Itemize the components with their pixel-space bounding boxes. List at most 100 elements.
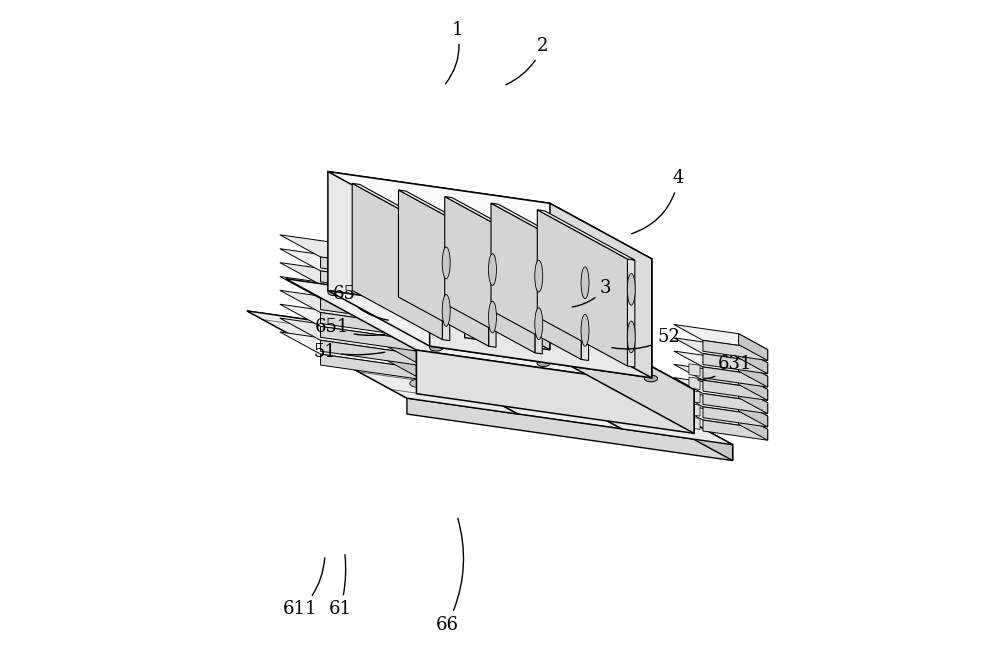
Polygon shape xyxy=(526,375,559,408)
Polygon shape xyxy=(428,330,461,363)
Ellipse shape xyxy=(428,326,461,339)
Polygon shape xyxy=(382,263,422,296)
Ellipse shape xyxy=(644,375,658,382)
Polygon shape xyxy=(382,319,422,352)
Ellipse shape xyxy=(323,332,339,340)
Ellipse shape xyxy=(410,379,426,387)
Polygon shape xyxy=(486,338,520,371)
Polygon shape xyxy=(416,352,431,364)
Polygon shape xyxy=(674,391,768,416)
Ellipse shape xyxy=(581,315,589,346)
Polygon shape xyxy=(280,249,422,286)
Polygon shape xyxy=(447,300,483,313)
Ellipse shape xyxy=(442,247,450,279)
Polygon shape xyxy=(689,390,700,403)
Polygon shape xyxy=(328,172,652,259)
Polygon shape xyxy=(689,404,700,416)
Polygon shape xyxy=(409,327,442,360)
Polygon shape xyxy=(703,420,768,440)
Polygon shape xyxy=(674,338,768,363)
Ellipse shape xyxy=(537,360,550,366)
Text: 65: 65 xyxy=(333,285,388,320)
Polygon shape xyxy=(489,239,496,347)
Polygon shape xyxy=(321,313,422,338)
Ellipse shape xyxy=(535,260,543,292)
Polygon shape xyxy=(445,196,542,247)
Polygon shape xyxy=(247,311,518,414)
Polygon shape xyxy=(382,249,422,282)
Ellipse shape xyxy=(435,304,448,311)
Polygon shape xyxy=(416,338,431,350)
Ellipse shape xyxy=(627,274,635,305)
Polygon shape xyxy=(545,379,579,411)
Ellipse shape xyxy=(545,375,579,387)
Polygon shape xyxy=(674,364,768,389)
Polygon shape xyxy=(532,313,550,350)
Ellipse shape xyxy=(581,267,589,299)
Ellipse shape xyxy=(430,344,443,351)
Polygon shape xyxy=(537,210,627,366)
Polygon shape xyxy=(531,319,550,350)
Polygon shape xyxy=(514,310,550,322)
Polygon shape xyxy=(280,318,422,355)
Polygon shape xyxy=(565,381,598,414)
Polygon shape xyxy=(739,387,768,414)
Polygon shape xyxy=(407,398,733,461)
Polygon shape xyxy=(674,404,768,430)
Polygon shape xyxy=(466,303,483,340)
Ellipse shape xyxy=(543,320,556,327)
Polygon shape xyxy=(382,332,422,366)
Polygon shape xyxy=(739,400,768,427)
Polygon shape xyxy=(674,377,768,403)
Polygon shape xyxy=(703,380,768,401)
Ellipse shape xyxy=(366,356,383,364)
Ellipse shape xyxy=(487,366,520,379)
Ellipse shape xyxy=(565,377,598,390)
Polygon shape xyxy=(447,333,481,366)
Polygon shape xyxy=(703,407,768,427)
Polygon shape xyxy=(467,336,500,368)
Polygon shape xyxy=(328,291,652,378)
Ellipse shape xyxy=(467,348,501,360)
Text: 66: 66 xyxy=(436,518,464,634)
Polygon shape xyxy=(430,227,652,378)
Ellipse shape xyxy=(467,332,500,344)
Polygon shape xyxy=(416,350,694,434)
Polygon shape xyxy=(352,183,442,340)
Polygon shape xyxy=(321,340,422,366)
Polygon shape xyxy=(506,373,540,405)
Polygon shape xyxy=(703,340,768,360)
Ellipse shape xyxy=(442,295,450,327)
Polygon shape xyxy=(352,183,450,233)
Ellipse shape xyxy=(627,321,635,353)
Polygon shape xyxy=(689,417,700,430)
Polygon shape xyxy=(491,203,581,360)
Polygon shape xyxy=(703,367,768,387)
Polygon shape xyxy=(739,373,768,401)
Ellipse shape xyxy=(545,364,561,371)
Text: 3: 3 xyxy=(572,278,612,307)
Polygon shape xyxy=(382,291,422,324)
Polygon shape xyxy=(445,196,535,353)
Polygon shape xyxy=(487,370,520,403)
Polygon shape xyxy=(563,319,694,434)
Polygon shape xyxy=(321,285,422,310)
Ellipse shape xyxy=(506,353,539,366)
Text: 1: 1 xyxy=(446,20,463,84)
Polygon shape xyxy=(462,342,733,445)
Ellipse shape xyxy=(487,350,520,363)
Text: 61: 61 xyxy=(329,555,352,619)
Text: 4: 4 xyxy=(632,169,684,234)
Text: 2: 2 xyxy=(506,37,549,85)
Polygon shape xyxy=(491,203,589,253)
Polygon shape xyxy=(247,311,733,445)
Polygon shape xyxy=(398,190,489,346)
Polygon shape xyxy=(550,204,652,378)
Polygon shape xyxy=(467,352,501,384)
Polygon shape xyxy=(280,235,422,272)
Polygon shape xyxy=(280,304,422,341)
Polygon shape xyxy=(739,414,768,440)
Polygon shape xyxy=(321,354,422,379)
Text: 52: 52 xyxy=(612,328,680,349)
Text: 651: 651 xyxy=(314,318,385,336)
